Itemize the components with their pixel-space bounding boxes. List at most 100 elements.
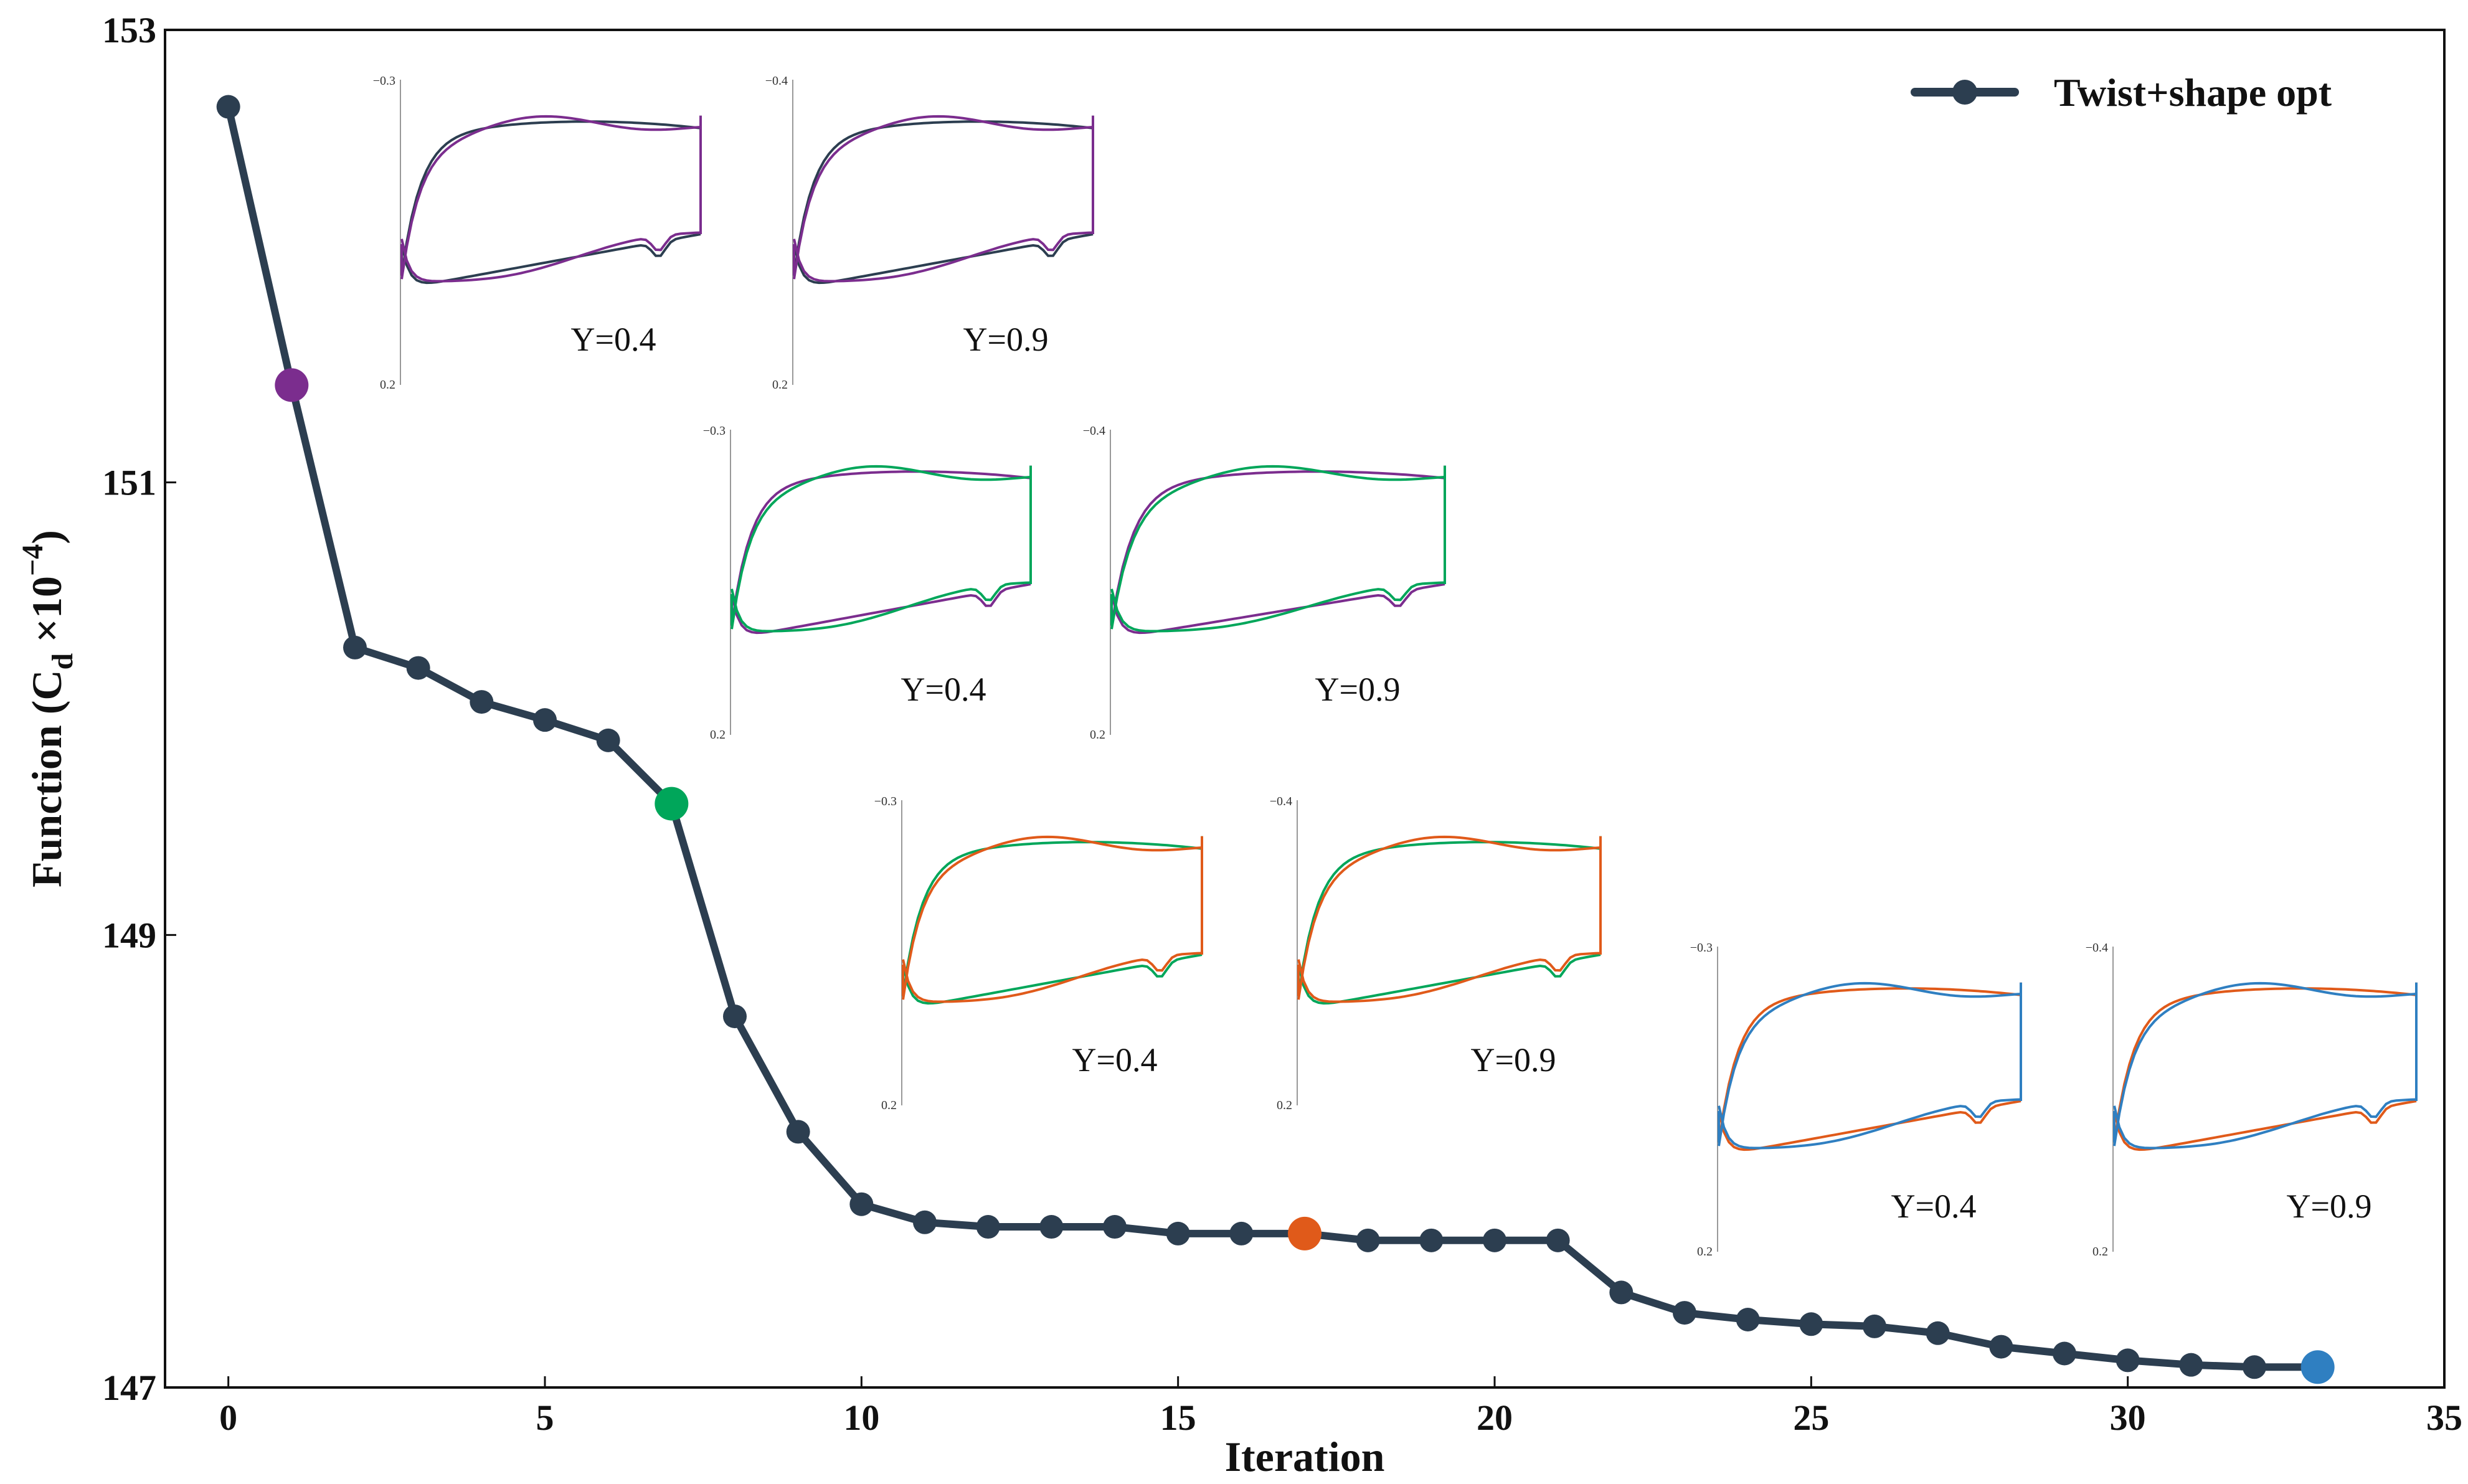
y-axis-title-superscript: −4 <box>16 544 49 576</box>
inset-upper-curve <box>1110 470 1445 626</box>
data-point <box>343 635 367 659</box>
inset-lower-curve <box>400 231 701 283</box>
y-tick-label: 153 <box>102 10 156 50</box>
inset-bottom-tick: 0.2 <box>1697 1245 1713 1259</box>
y-tick-label: 149 <box>102 915 156 955</box>
data-point <box>786 1120 810 1144</box>
x-tick-label: 25 <box>1793 1397 1829 1438</box>
inset-bottom-tick: 0.2 <box>380 378 395 392</box>
inset-plot: −0.3 0.2 Y=0.4 <box>874 795 1203 1112</box>
inset-label: Y=0.9 <box>1471 1041 1556 1079</box>
data-point <box>216 95 240 119</box>
inset-upper-curve <box>1110 465 1445 630</box>
y-axis-title-subscript: d <box>46 653 79 670</box>
series-layer <box>216 95 2335 1384</box>
inset-plot: −0.3 0.2 Y=0.4 <box>703 424 1032 742</box>
inset-label: Y=0.4 <box>1891 1188 1977 1225</box>
inset-plot: −0.4 0.2 Y=0.9 <box>765 74 1094 392</box>
inset-lower-curve <box>2113 1100 2417 1151</box>
inset-plot: −0.3 0.2 Y=0.4 <box>1690 941 2022 1259</box>
legend-marker <box>1952 80 1977 105</box>
y-axis-title: Function (Cd ×10−4) <box>16 530 79 887</box>
inset-upper-curve <box>730 470 1031 626</box>
inset-lower-curve <box>1297 952 1601 1003</box>
inset-lower-curve <box>400 233 701 285</box>
inset-lower-curve <box>730 583 1031 635</box>
inset-lower-curve <box>2113 1098 2417 1150</box>
data-point <box>1863 1314 1886 1338</box>
data-point <box>723 1004 747 1029</box>
data-point <box>1103 1215 1127 1239</box>
inset-top-tick: −0.4 <box>765 74 788 88</box>
data-point <box>913 1210 937 1234</box>
data-point <box>1926 1321 1950 1345</box>
data-point <box>596 728 620 752</box>
inset-upper-curve <box>400 120 701 276</box>
y-axis-title-end: ) <box>23 530 70 544</box>
inset-top-tick: −0.4 <box>1083 424 1105 438</box>
y-axis-ticks: 147 149 151 153 <box>102 10 176 1408</box>
inset-upper-curve <box>793 115 1094 280</box>
inset-lower-curve <box>1297 953 1601 1005</box>
inset-label: Y=0.4 <box>1072 1041 1158 1079</box>
inset-upper-curve <box>2113 987 2417 1143</box>
data-point <box>2243 1355 2266 1379</box>
inset-top-tick: −0.4 <box>1270 795 1292 808</box>
inset-lower-curve <box>1110 581 1445 633</box>
inset-upper-curve <box>1718 981 2021 1146</box>
x-tick-label: 0 <box>219 1397 237 1438</box>
data-point <box>1039 1215 1064 1239</box>
inset-top-tick: −0.3 <box>1690 941 1713 955</box>
data-point <box>406 656 430 680</box>
inset-lower-curve <box>793 231 1094 283</box>
inset-lower-curve <box>1110 583 1445 635</box>
x-axis-ticks: 0 5 10 15 20 25 30 35 <box>219 1376 2462 1438</box>
inset-label: Y=0.9 <box>1315 671 1401 708</box>
data-point <box>1546 1228 1570 1252</box>
inset-upper-curve <box>902 841 1203 996</box>
inset-plot: −0.3 0.2 Y=0.4 <box>373 74 702 392</box>
inset-label: Y=0.4 <box>901 671 986 708</box>
inset-lower-curve <box>1718 1098 2021 1150</box>
inset-bottom-tick: 0.2 <box>710 728 726 742</box>
y-axis-title-mid: ×10 <box>23 576 70 653</box>
inset-top-tick: −0.3 <box>373 74 395 88</box>
x-tick-label: 5 <box>536 1397 554 1438</box>
data-point <box>849 1192 874 1216</box>
inset-plot: −0.4 0.2 Y=0.9 <box>1083 424 1446 742</box>
inset-label: Y=0.9 <box>963 321 1049 358</box>
data-point <box>533 708 557 732</box>
inset-bottom-tick: 0.2 <box>772 378 788 392</box>
y-tick-label: 151 <box>102 463 156 503</box>
highlighted-point <box>2300 1350 2335 1384</box>
inset-label: Y=0.4 <box>571 321 656 358</box>
data-point <box>1166 1221 1190 1245</box>
inset-lower-curve <box>902 952 1203 1003</box>
data-point <box>1356 1228 1380 1252</box>
legend: Twist+shape opt <box>1911 70 2332 115</box>
x-tick-label: 10 <box>843 1397 879 1438</box>
x-tick-label: 30 <box>2110 1397 2146 1438</box>
data-point <box>2053 1341 2076 1366</box>
x-axis-title: Iteration <box>1225 1433 1385 1480</box>
series-line <box>224 106 2318 1371</box>
data-point <box>1736 1308 1760 1331</box>
inset-upper-curve <box>2113 981 2417 1146</box>
inset-upper-curve <box>400 115 701 280</box>
highlighted-point <box>1288 1216 1321 1250</box>
highlighted-point <box>655 787 689 821</box>
inset-lower-curve <box>902 953 1203 1005</box>
inset-top-tick: −0.3 <box>703 424 726 438</box>
data-point <box>1673 1301 1696 1325</box>
inset-lower-curve <box>793 233 1094 285</box>
data-point <box>2179 1353 2203 1377</box>
inset-upper-curve <box>902 835 1203 1000</box>
inset-label: Y=0.9 <box>2287 1188 2372 1225</box>
inset-upper-curve <box>1297 835 1601 1000</box>
data-point <box>470 690 494 714</box>
inset-upper-curve <box>1297 841 1601 996</box>
inset-lower-curve <box>730 581 1031 633</box>
inset-upper-curve <box>793 120 1094 276</box>
x-tick-label: 15 <box>1160 1397 1196 1438</box>
